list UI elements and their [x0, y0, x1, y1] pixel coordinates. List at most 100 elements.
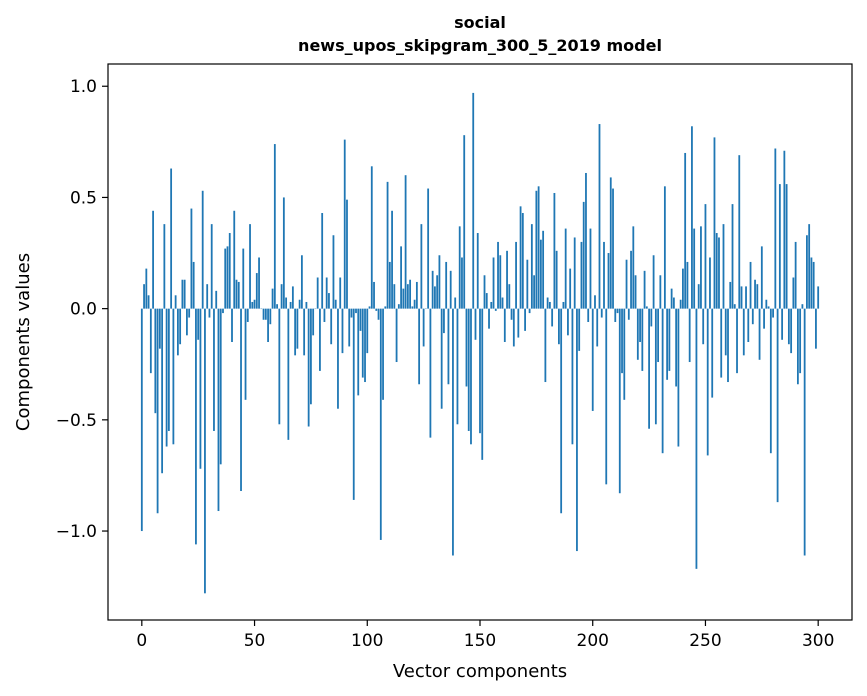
bar: [355, 308, 357, 314]
bar: [303, 308, 306, 356]
bar: [364, 308, 366, 383]
bar: [627, 308, 630, 320]
bar: [429, 308, 432, 438]
bar: [206, 284, 209, 309]
bar: [472, 92, 475, 309]
bar: [296, 308, 299, 349]
bar: [796, 308, 799, 385]
bar: [490, 301, 493, 309]
bar: [700, 226, 702, 309]
bar: [323, 308, 326, 322]
bar: [176, 308, 179, 356]
bar: [801, 304, 804, 309]
bar: [663, 186, 666, 309]
bar: [787, 308, 790, 345]
bar: [183, 279, 186, 309]
bar: [742, 308, 745, 356]
bar: [526, 259, 529, 309]
bar: [388, 261, 391, 309]
bar: [573, 237, 576, 309]
bar: [312, 308, 315, 336]
bar: [391, 210, 393, 309]
bar: [454, 297, 457, 309]
bar: [709, 257, 711, 309]
bar: [607, 253, 610, 309]
bar: [648, 308, 650, 429]
bar: [625, 259, 628, 309]
bar: [621, 308, 623, 374]
bar: [614, 308, 617, 322]
bar: [494, 308, 497, 311]
chart-title: social: [454, 13, 506, 32]
bar: [140, 308, 143, 532]
bar: [758, 308, 761, 360]
bar: [706, 308, 709, 456]
bar: [596, 308, 599, 347]
bar: [817, 286, 820, 309]
bar: [300, 255, 303, 309]
bar: [197, 308, 200, 340]
bar: [571, 308, 574, 445]
bar: [382, 308, 384, 400]
bar: [515, 241, 517, 309]
bar: [639, 308, 641, 342]
bar: [350, 308, 353, 318]
y-tick-label: 0.5: [70, 188, 97, 208]
bar: [434, 286, 436, 309]
bar: [440, 308, 443, 409]
bar: [452, 308, 454, 556]
bar: [510, 308, 513, 320]
bar: [754, 279, 756, 309]
bar: [366, 308, 369, 354]
bar: [411, 306, 414, 309]
bar: [467, 308, 470, 431]
x-axis: 0 50 100 150 200 250 300: [136, 620, 834, 651]
bar: [713, 137, 716, 309]
bar: [310, 308, 312, 405]
bar: [576, 308, 578, 552]
bar: [783, 150, 786, 309]
bar: [724, 308, 727, 356]
bar: [377, 308, 380, 320]
bar: [409, 279, 412, 309]
bar: [163, 224, 166, 309]
bar: [763, 308, 765, 329]
x-tick-label: 100: [351, 631, 383, 651]
bar: [479, 308, 481, 434]
bar: [332, 235, 335, 309]
bar: [657, 308, 660, 363]
bar: [670, 288, 673, 309]
bar: [406, 284, 409, 309]
bar: [679, 299, 682, 309]
bar: [503, 308, 506, 342]
bar: [702, 308, 705, 345]
x-tick-label: 300: [802, 631, 834, 651]
bar: [280, 284, 283, 309]
bar: [346, 199, 348, 309]
bar: [808, 224, 811, 309]
bar: [812, 261, 815, 309]
bar: [533, 275, 536, 309]
bar: [483, 275, 486, 309]
x-tick-label: 0: [136, 631, 147, 651]
bar: [731, 204, 734, 309]
bar: [334, 299, 337, 309]
bar: [213, 308, 215, 431]
bar: [555, 250, 558, 309]
bar: [623, 308, 626, 400]
bar: [231, 308, 233, 342]
bar: [749, 261, 752, 309]
bar: [542, 230, 545, 309]
bar: [537, 186, 540, 309]
bar: [650, 308, 653, 327]
bar: [201, 190, 204, 309]
bar: [711, 308, 714, 398]
bar: [605, 308, 608, 485]
bar: [774, 148, 777, 309]
bar: [481, 308, 484, 460]
bar: [790, 308, 793, 354]
bar: [675, 308, 678, 387]
bar: [682, 268, 684, 309]
bar: [195, 308, 197, 545]
bar: [251, 301, 254, 309]
